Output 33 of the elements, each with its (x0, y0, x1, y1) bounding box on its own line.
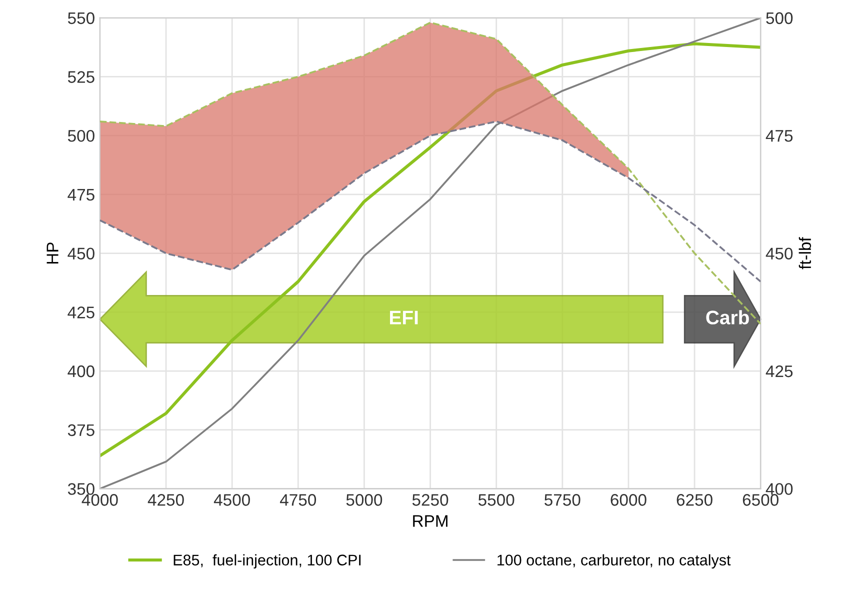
x-tick-label: 5500 (478, 494, 514, 506)
y-tick-label: 525 (68, 71, 94, 83)
y2-tick-label: 475 (766, 130, 793, 142)
annotation: Carb (706, 310, 749, 324)
y-tick-label: 425 (68, 306, 94, 318)
y-tick-label: 450 (68, 248, 94, 260)
x-tick-label: 6500 (742, 494, 778, 506)
y-tick-label: 500 (68, 130, 94, 142)
y-axis-title: HP (46, 242, 58, 264)
y-tick-label: 400 (68, 365, 94, 378)
legend-label: 100 octane, carburetor, no catalyst (498, 554, 731, 569)
x-tick-label: 6000 (610, 494, 646, 506)
y2-tick-label: 450 (766, 248, 793, 260)
y-tick-label: 475 (68, 189, 94, 201)
x-tick-label: 4750 (280, 494, 316, 506)
legend-label: E85, fuel-injection, 100 CPI (174, 554, 361, 569)
x-tick-label: 5250 (412, 494, 448, 506)
y2-axis-title: ft-lbf (798, 237, 812, 270)
x-tick-label: 4250 (148, 494, 184, 506)
annotation: EFI (390, 310, 418, 324)
y2-tick-label: 400 (766, 483, 793, 495)
x-tick-label: 4500 (214, 494, 250, 506)
x-axis-title: RPM (413, 515, 448, 527)
y-tick-label: 550 (68, 12, 94, 24)
y2-tick-label: 425 (766, 365, 793, 378)
x-tick-label: 4000 (82, 494, 118, 506)
x-tick-label: 5750 (544, 494, 580, 506)
x-tick-label: 5000 (346, 494, 382, 506)
y-tick-label: 375 (68, 424, 94, 436)
y-tick-label: 350 (68, 483, 94, 495)
line-series (100, 22, 761, 325)
y2-tick-label: 500 (766, 12, 793, 24)
x-tick-label: 6250 (676, 494, 712, 506)
